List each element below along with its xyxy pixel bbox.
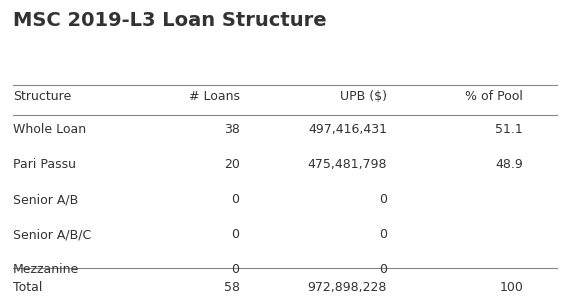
Text: Whole Loan: Whole Loan	[13, 123, 86, 136]
Text: 0: 0	[379, 263, 387, 276]
Text: 48.9: 48.9	[495, 158, 523, 171]
Text: Mezzanine: Mezzanine	[13, 263, 79, 276]
Text: 38: 38	[224, 123, 239, 136]
Text: 58: 58	[223, 281, 239, 294]
Text: Structure: Structure	[13, 90, 71, 103]
Text: 20: 20	[224, 158, 239, 171]
Text: 497,416,431: 497,416,431	[308, 123, 387, 136]
Text: 0: 0	[231, 193, 239, 206]
Text: Pari Passu: Pari Passu	[13, 158, 76, 171]
Text: Senior A/B: Senior A/B	[13, 193, 78, 206]
Text: # Loans: # Loans	[189, 90, 239, 103]
Text: 475,481,798: 475,481,798	[308, 158, 387, 171]
Text: Total: Total	[13, 281, 42, 294]
Text: 0: 0	[231, 263, 239, 276]
Text: 0: 0	[379, 193, 387, 206]
Text: UPB ($): UPB ($)	[340, 90, 387, 103]
Text: 0: 0	[379, 228, 387, 241]
Text: 51.1: 51.1	[495, 123, 523, 136]
Text: MSC 2019-L3 Loan Structure: MSC 2019-L3 Loan Structure	[13, 10, 327, 29]
Text: 0: 0	[231, 228, 239, 241]
Text: Senior A/B/C: Senior A/B/C	[13, 228, 91, 241]
Text: 100: 100	[499, 281, 523, 294]
Text: 972,898,228: 972,898,228	[308, 281, 387, 294]
Text: % of Pool: % of Pool	[465, 90, 523, 103]
